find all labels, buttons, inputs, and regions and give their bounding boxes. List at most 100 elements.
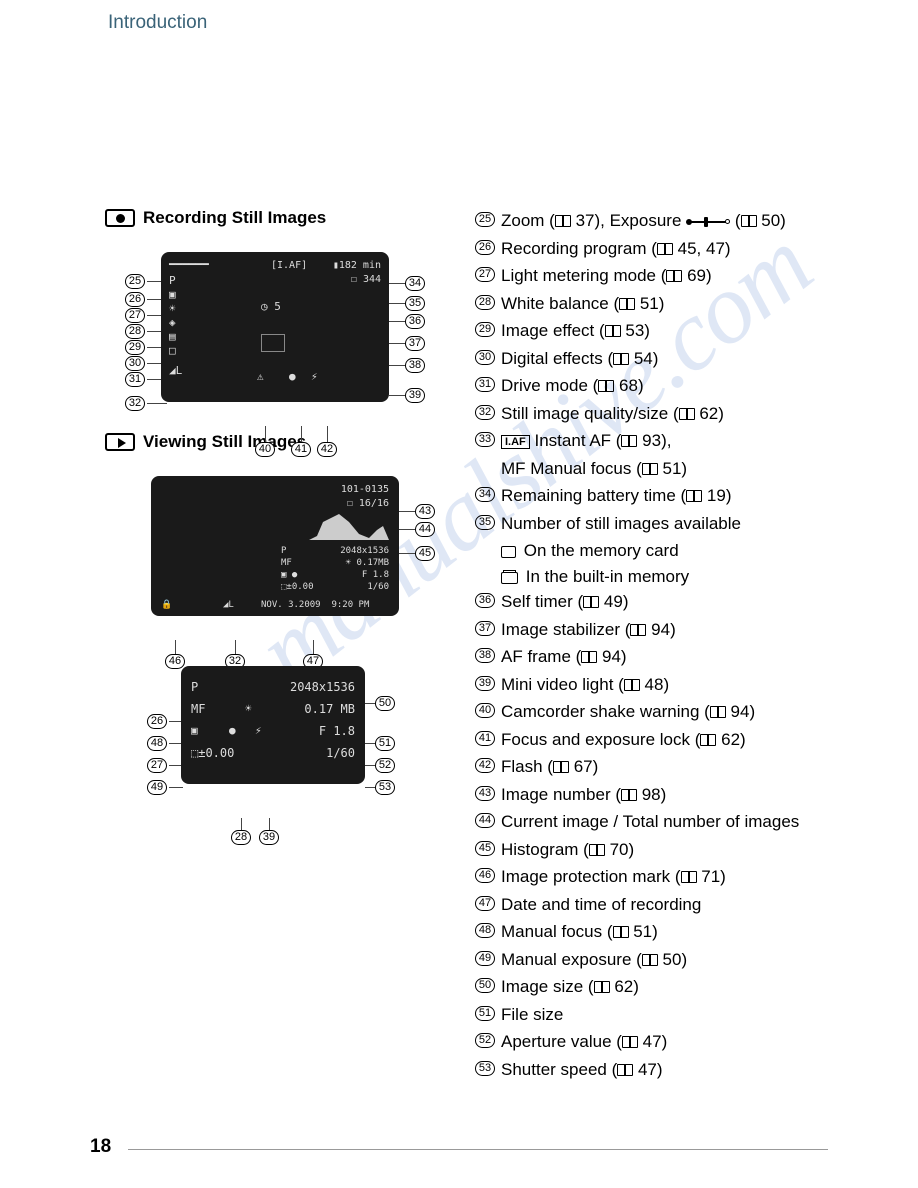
play-icon <box>105 433 135 451</box>
legend-entry-30: 30Digital effects ( 54) <box>475 346 868 372</box>
iaf-icon: I.AF <box>501 435 530 449</box>
legend-text: Image number ( 98) <box>501 782 868 808</box>
callout-41: 41 <box>291 442 311 457</box>
legend-entry-47: 47Date and time of recording <box>475 892 868 918</box>
book-icon <box>613 353 629 365</box>
page-header: Introduction <box>108 12 207 34</box>
screen-count: 344 <box>363 274 381 285</box>
legend-entry-52: 52 Aperture value ( 47) <box>475 1029 868 1055</box>
legend-num: 47 <box>475 896 495 911</box>
callout-39b: 39 <box>259 830 279 845</box>
callout-52: 52 <box>375 758 395 773</box>
legend-entry-51: 51File size <box>475 1002 868 1028</box>
book-icon <box>581 651 597 663</box>
legend-num: 31 <box>475 377 495 392</box>
legend-text: Still image quality/size ( 62) <box>501 401 868 427</box>
screen-exp3: ±0.00 <box>198 746 234 760</box>
legend-num: 43 <box>475 786 495 801</box>
legend-text: Manual exposure ( 50) <box>501 947 868 973</box>
legend-text: White balance ( 51) <box>501 291 868 317</box>
legend-text: Histogram ( 70) <box>501 837 868 863</box>
legend-sub: On the memory card <box>475 538 868 564</box>
legend-num: 30 <box>475 350 495 365</box>
screen-recording: ━━━━━━ [I.AF] ▮182 min ☐ 344 P ▣ ☀ ◷ 5 ◈… <box>161 252 389 402</box>
callout-26: 26 <box>125 292 145 307</box>
screen-shutter: 1/60 <box>367 582 389 592</box>
legend-num: 40 <box>475 703 495 718</box>
screen-exp: ±0.00 <box>286 582 313 592</box>
legend-text: Image size ( 62) <box>501 974 868 1000</box>
book-icon <box>621 435 637 447</box>
legend-entry-48: 48Manual focus ( 51) <box>475 919 868 945</box>
page-rule <box>128 1149 828 1150</box>
callout-28: 28 <box>125 324 145 339</box>
legend-entry-39: 39Mini video light ( 48) <box>475 672 868 698</box>
book-icon <box>621 789 637 801</box>
legend-text: File size <box>501 1002 868 1028</box>
section-recording-title: Recording Still Images <box>105 208 465 228</box>
screen-viewing: 101-0135 ☐ 16/16 P 2048x1536 MF ☀ 0.17MB… <box>151 476 399 616</box>
screen-mf3: MF <box>191 702 205 716</box>
book-icon <box>622 1036 638 1048</box>
legend-text: Mini video light ( 48) <box>501 672 868 698</box>
callout-40: 40 <box>255 442 275 457</box>
legend-num: 44 <box>475 813 495 828</box>
legend-text: Remaining battery time ( 19) <box>501 483 868 509</box>
callout-44: 44 <box>415 522 435 537</box>
book-icon <box>594 981 610 993</box>
legend-num: 49 <box>475 951 495 966</box>
callout-31: 31 <box>125 372 145 387</box>
legend-text: Self timer ( 49) <box>501 589 868 615</box>
screen-time: 9:20 PM <box>331 600 369 610</box>
book-icon <box>686 490 702 502</box>
callout-48: 48 <box>147 736 167 751</box>
legend-num: 34 <box>475 487 495 502</box>
book-icon <box>642 463 658 475</box>
book-icon <box>657 243 673 255</box>
book-icon <box>741 215 757 227</box>
legend-entry-50: 50 Image size ( 62) <box>475 974 868 1000</box>
book-icon <box>555 215 571 227</box>
screen-date: NOV. 3.2009 <box>261 600 321 610</box>
legend-extra-33: 00MF Manual focus ( 51) <box>475 456 868 482</box>
section-viewing-title: Viewing Still Images <box>105 432 465 452</box>
callout-50: 50 <box>375 696 395 711</box>
legend-num: 50 <box>475 978 495 993</box>
screen-shutter3: 1/60 <box>326 746 355 760</box>
legend-entry-53: 53Shutter speed ( 47) <box>475 1057 868 1083</box>
legend-num: 42 <box>475 758 495 773</box>
legend-entry-36: 36 Self timer ( 49) <box>475 589 868 615</box>
callout-51: 51 <box>375 736 395 751</box>
legend-entry-37: 37Image stabilizer ( 94) <box>475 617 868 643</box>
legend-text: Camcorder shake warning ( 94) <box>501 699 868 725</box>
callout-30: 30 <box>125 356 145 371</box>
legend-num: 36 <box>475 593 495 608</box>
screen-battery: 182 min <box>339 260 381 271</box>
legend-column: 25Zoom ( 37), Exposure ( 50)26Recording … <box>465 208 868 1084</box>
book-icon <box>624 679 640 691</box>
legend-text: Zoom ( 37), Exposure ( 50) <box>501 208 868 234</box>
screen-self-timer: 5 <box>274 300 281 313</box>
legend-entry-32: 32Still image quality/size ( 62) <box>475 401 868 427</box>
legend-text: Light metering mode ( 69) <box>501 263 868 289</box>
legend-entry-33: 33I.AF Instant AF ( 93), <box>475 428 868 454</box>
screen-p2: P <box>281 546 286 556</box>
legend-text: Aperture value ( 47) <box>501 1029 868 1055</box>
screen-res3: 2048x1536 <box>290 680 355 694</box>
book-icon <box>700 734 716 746</box>
legend-num: 52 <box>475 1033 495 1048</box>
page-content: Recording Still Images 25 26 27 28 29 30… <box>105 208 868 1084</box>
screen-size: 0.17MB <box>356 558 389 568</box>
book-icon <box>681 871 697 883</box>
legend-entry-34: 34 Remaining battery time ( 19) <box>475 483 868 509</box>
section-viewing-label: Viewing Still Images <box>143 432 306 452</box>
legend-num: 27 <box>475 267 495 282</box>
legend-text: Image protection mark ( 71) <box>501 864 868 890</box>
callout-42: 42 <box>317 442 337 457</box>
callout-53: 53 <box>375 780 395 795</box>
legend-entry-46: 46Image protection mark ( 71) <box>475 864 868 890</box>
legend-entry-43: 43 Image number ( 98) <box>475 782 868 808</box>
histogram <box>309 512 389 540</box>
screen-f3: F 1.8 <box>319 724 355 738</box>
slider-icon <box>686 218 730 226</box>
